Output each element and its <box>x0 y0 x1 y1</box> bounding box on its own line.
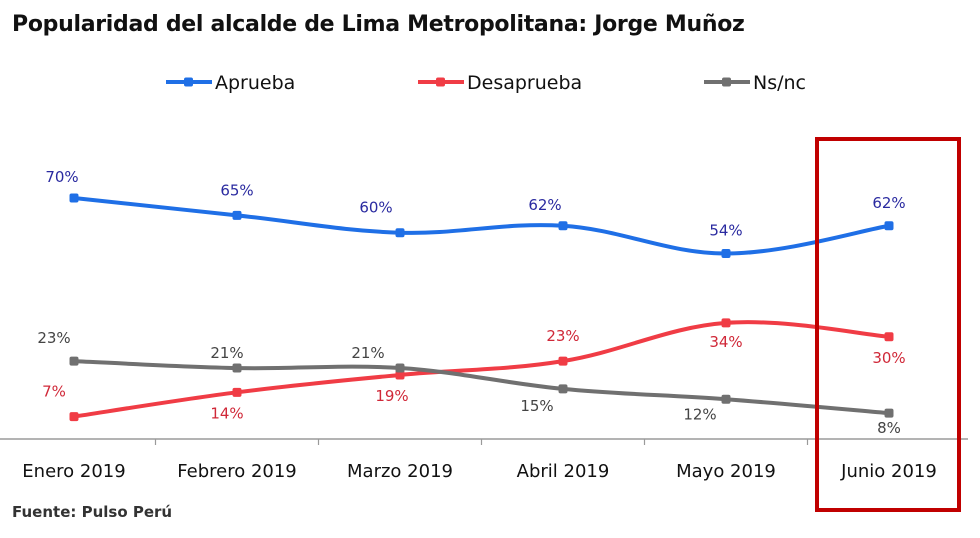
data-label-desaprueba: 7% <box>42 383 66 401</box>
x-tick-label: Enero 2019 <box>22 461 125 482</box>
data-point-aprueba <box>395 228 405 238</box>
data-point-aprueba <box>558 221 568 231</box>
data-label-aprueba: 54% <box>709 222 742 240</box>
x-tick-label: Junio 2019 <box>840 461 937 482</box>
data-label-aprueba: 60% <box>359 199 392 217</box>
data-point-ns-nc <box>232 363 242 373</box>
data-label-ns-nc: 8% <box>877 419 901 437</box>
data-label-ns-nc: 23% <box>37 329 70 347</box>
data-point-ns-nc <box>884 408 894 418</box>
legend-label: Aprueba <box>215 72 295 94</box>
data-point-desaprueba <box>395 370 405 380</box>
data-labels: 70% 65% 60% 62% 54% 62% 7% 14% 19% 23% 34% 30% 23% 21… <box>37 168 905 437</box>
x-tick-label: Febrero 2019 <box>177 461 297 482</box>
data-label-ns-nc: 15% <box>520 397 553 415</box>
legend: Aprueba Desaprueba Ns/nc <box>166 72 806 94</box>
legend-item-desaprueba: Desaprueba <box>418 72 582 94</box>
data-point-aprueba <box>884 221 894 231</box>
data-point-desaprueba <box>69 412 79 422</box>
data-point-desaprueba <box>884 332 894 342</box>
data-label-aprueba: 65% <box>220 181 253 199</box>
data-label-ns-nc: 21% <box>351 344 384 362</box>
data-label-desaprueba: 14% <box>210 404 243 422</box>
data-label-aprueba: 62% <box>528 196 561 214</box>
data-label-desaprueba: 34% <box>709 333 742 351</box>
data-label-ns-nc: 21% <box>210 344 243 362</box>
x-tick-label: Marzo 2019 <box>347 461 453 482</box>
data-point-ns-nc <box>69 356 79 366</box>
x-tick-label: Mayo 2019 <box>676 461 776 482</box>
legend-swatch-marker <box>436 77 445 87</box>
legend-item-ns-nc: Ns/nc <box>704 72 806 94</box>
legend-swatch-marker <box>722 77 731 87</box>
data-point-ns-nc <box>558 384 568 394</box>
series-group <box>69 193 894 422</box>
data-point-desaprueba <box>721 318 731 328</box>
chart-title: Popularidad del alcalde de Lima Metropol… <box>12 12 745 37</box>
data-label-ns-nc: 12% <box>683 405 716 423</box>
data-point-aprueba <box>69 193 79 203</box>
data-label-desaprueba: 19% <box>375 387 408 405</box>
legend-label: Ns/nc <box>753 72 806 94</box>
data-point-ns-nc <box>721 394 731 404</box>
data-point-aprueba <box>721 249 731 259</box>
data-point-desaprueba <box>558 356 568 366</box>
data-label-aprueba: 62% <box>872 194 905 212</box>
data-label-aprueba: 70% <box>45 168 78 186</box>
data-label-desaprueba: 30% <box>872 349 905 367</box>
data-point-aprueba <box>232 210 242 220</box>
data-point-desaprueba <box>232 387 242 397</box>
x-tick-label: Abril 2019 <box>517 461 610 482</box>
legend-swatch-marker <box>184 77 193 87</box>
series-line-aprueba <box>73 196 890 256</box>
highlight-box <box>815 137 961 512</box>
legend-item-aprueba: Aprueba <box>166 72 295 94</box>
legend-label: Desaprueba <box>467 72 582 94</box>
series-line-ns-nc <box>73 359 890 416</box>
x-axis: Enero 2019 Febrero 2019 Marzo 2019 Abril 20… <box>0 438 968 482</box>
data-point-ns-nc <box>395 363 405 373</box>
data-label-desaprueba: 23% <box>546 327 579 345</box>
series-line-desaprueba <box>73 320 890 419</box>
source-note: Fuente: Pulso Perú <box>12 503 173 521</box>
